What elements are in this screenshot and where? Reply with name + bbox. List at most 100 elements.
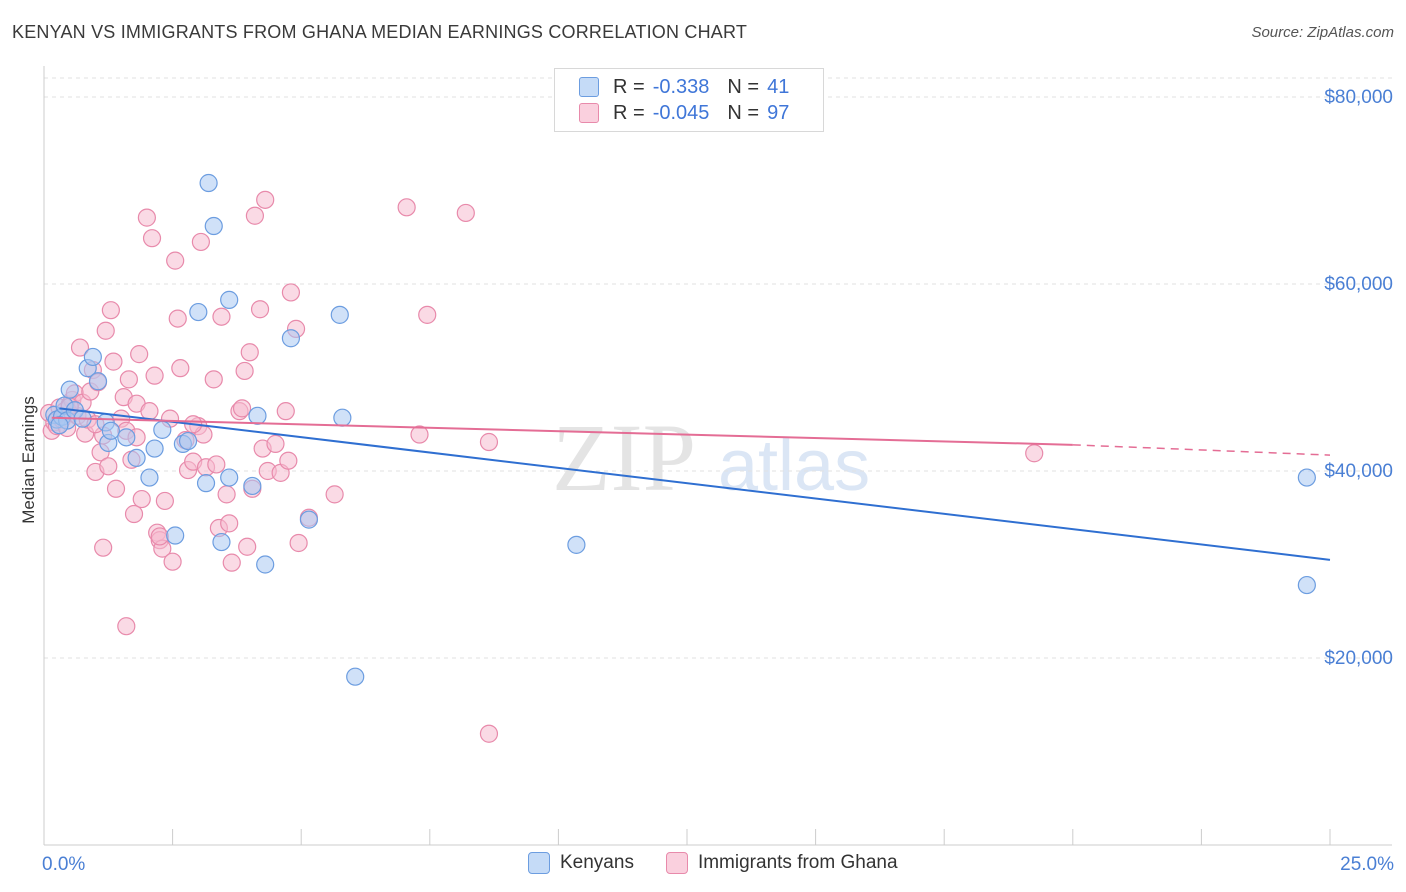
legend-row-kenyans: R = -0.338 N = 41 [579, 74, 807, 100]
series-kenyans-points [45, 173, 1316, 686]
kenyans-point-29 [243, 476, 262, 496]
legend-item-ghana[interactable]: Immigrants from Ghana [665, 852, 898, 874]
ghana-point-32 [124, 504, 144, 524]
ghana-point-46 [166, 251, 185, 270]
ghana-point-35 [132, 489, 151, 509]
kenyans-point-26 [212, 532, 231, 552]
ghana-trend-line-extension [1072, 444, 1331, 456]
kenyans-point-14 [117, 428, 136, 447]
ghana-legend-label: Immigrants from Ghana [697, 852, 898, 873]
kenyans-point-30 [248, 406, 267, 425]
kenyans-point-32 [281, 329, 301, 348]
ghana-point-62 [222, 553, 241, 572]
watermark-zip: ZIP [552, 404, 696, 511]
r-value: -0.045 [652, 101, 710, 124]
ghana-point-83 [397, 198, 416, 217]
ghana-point-12 [70, 338, 90, 357]
kenyans-point-5 [60, 380, 79, 399]
n-value: 41 [767, 75, 790, 98]
ghana-point-89 [1025, 444, 1044, 463]
kenyans-point-34 [330, 305, 349, 324]
ghana-point-38 [142, 229, 162, 248]
kenyans-swatch [579, 77, 599, 97]
ghana-point-47 [168, 309, 187, 328]
ghana-point-82 [325, 485, 344, 504]
n-label: N = [727, 101, 760, 124]
ghana-point-26 [106, 479, 126, 498]
trend-lines [51, 407, 1331, 561]
ghana-point-36 [137, 208, 156, 227]
legend-item-kenyans[interactable]: Kenyans [528, 852, 634, 874]
ghana-point-43 [155, 491, 174, 511]
ghana-trend-line [51, 416, 1073, 446]
y-tick-label-80000: $80,000 [1324, 87, 1393, 108]
kenyans-point-18 [153, 420, 172, 439]
ghana-point-84 [410, 425, 429, 444]
legend-row-ghana: R = -0.045 N = 97 [579, 100, 807, 126]
kenyans-point-19 [166, 526, 185, 545]
ghana-point-78 [281, 283, 301, 302]
ghana-point-53 [191, 232, 210, 252]
kenyans-legend-swatch [528, 852, 550, 874]
ghana-point-57 [207, 455, 226, 474]
ghana-point-93 [94, 538, 113, 557]
ghana-point-77 [279, 451, 298, 470]
y-tick-label-20000: $20,000 [1324, 648, 1393, 669]
ghana-point-65 [235, 361, 254, 381]
ghana-point-66 [238, 537, 257, 556]
ghana-point-61 [220, 514, 239, 533]
ghana-point-59 [212, 307, 231, 326]
kenyans-point-23 [196, 474, 216, 493]
ghana-point-91 [150, 527, 169, 546]
y-tick-label-60000: $60,000 [1324, 274, 1393, 295]
source-label: Source: ZipAtlas.com [1251, 24, 1394, 41]
ghana-point-74 [266, 434, 285, 453]
n-label: N = [727, 75, 760, 98]
stats-legend: R = -0.338 N = 41 R = -0.045 N = 97 [554, 68, 824, 132]
kenyans-point-37 [567, 535, 586, 554]
kenyans-point-39 [1297, 575, 1316, 595]
kenyans-trend-line [59, 407, 1331, 561]
ghana-point-30 [119, 370, 138, 389]
ghana-point-23 [99, 457, 118, 476]
ghana-point-37 [140, 402, 159, 421]
kenyans-point-31 [256, 555, 275, 574]
y-axis-title: Median Earnings [19, 396, 38, 524]
ghana-point-86 [456, 203, 475, 223]
series-legend: Kenyans Immigrants from Ghana [528, 852, 930, 874]
ghana-point-72 [256, 190, 275, 209]
kenyans-point-25 [204, 216, 223, 236]
ghana-point-24 [101, 301, 120, 320]
kenyans-point-40 [50, 416, 69, 435]
ghana-point-39 [145, 366, 164, 385]
kenyans-point-33 [299, 510, 319, 529]
ghana-point-25 [104, 352, 123, 371]
y-tick-label-40000: $40,000 [1324, 461, 1393, 482]
ghana-point-70 [250, 300, 270, 319]
n-value: 97 [767, 101, 790, 124]
ghana-point-48 [171, 359, 190, 378]
ghana-point-22 [96, 321, 115, 340]
kenyans-point-35 [333, 408, 352, 427]
kenyans-point-10 [88, 372, 108, 391]
kenyans-legend-label: Kenyans [560, 852, 634, 873]
r-label: R = [613, 101, 645, 124]
ghana-point-34 [130, 345, 149, 364]
kenyans-point-13 [101, 421, 120, 440]
kenyans-point-27 [220, 468, 239, 487]
ghana-point-64 [232, 399, 252, 418]
ghana-point-92 [117, 617, 136, 636]
ghana-point-88 [479, 432, 499, 452]
kenyans-point-17 [145, 439, 164, 458]
chart-title: KENYAN VS IMMIGRANTS FROM GHANA MEDIAN E… [12, 22, 748, 42]
x-tick-label-max: 25.0% [1340, 854, 1394, 875]
ghana-point-85 [418, 305, 437, 324]
kenyans-point-15 [127, 448, 146, 468]
ghana-point-60 [217, 485, 236, 504]
r-value: -0.338 [652, 75, 710, 98]
kenyans-point-36 [346, 667, 365, 686]
ghana-swatch [579, 103, 599, 123]
x-tick-label-min: 0.0% [42, 854, 85, 875]
kenyans-point-16 [140, 468, 159, 487]
